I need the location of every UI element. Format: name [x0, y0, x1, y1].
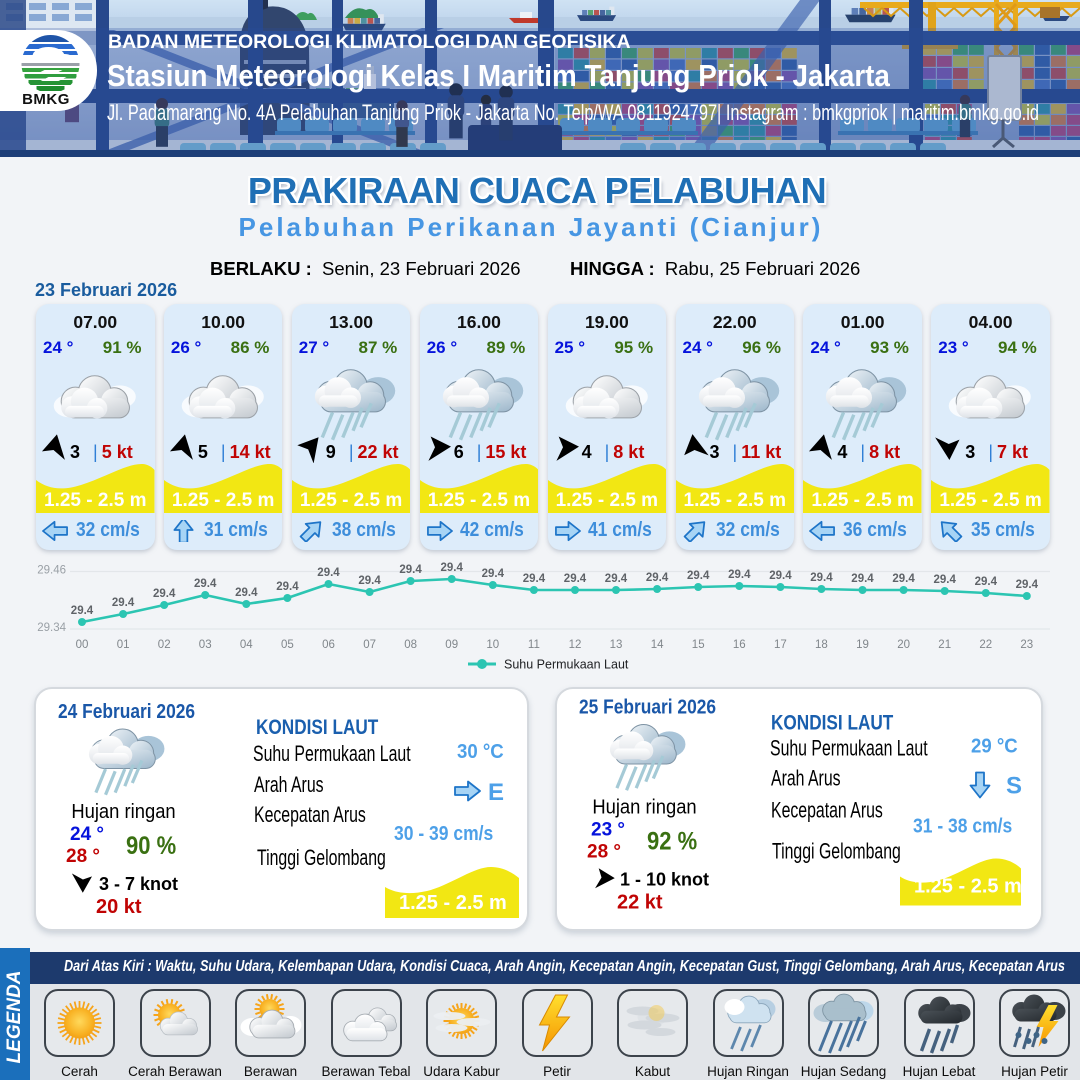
- svg-text:29.4: 29.4: [194, 578, 217, 590]
- svg-text:29.4: 29.4: [523, 573, 546, 585]
- svg-text:13: 13: [610, 639, 623, 651]
- svg-text:29.4: 29.4: [317, 567, 340, 579]
- svg-text:Suhu Permukaan Laut: Suhu Permukaan Laut: [504, 658, 629, 672]
- svg-text:29.4: 29.4: [975, 576, 998, 588]
- svg-text:18: 18: [815, 639, 828, 651]
- svg-text:07: 07: [363, 639, 376, 651]
- svg-text:08: 08: [404, 639, 417, 651]
- svg-text:29.4: 29.4: [810, 572, 833, 584]
- svg-text:29.4: 29.4: [934, 574, 957, 586]
- svg-text:21: 21: [938, 639, 951, 651]
- svg-text:29.4: 29.4: [112, 597, 135, 609]
- svg-text:29.4: 29.4: [605, 573, 628, 585]
- svg-text:29.4: 29.4: [71, 605, 94, 617]
- svg-text:29.4: 29.4: [235, 587, 258, 599]
- svg-text:17: 17: [774, 639, 787, 651]
- svg-text:00: 00: [76, 639, 89, 651]
- svg-text:29.4: 29.4: [358, 575, 381, 587]
- svg-text:29.4: 29.4: [1016, 579, 1039, 591]
- svg-text:BMKG: BMKG: [22, 91, 70, 108]
- svg-text:15: 15: [692, 639, 705, 651]
- svg-text:12: 12: [569, 639, 582, 651]
- svg-text:02: 02: [158, 639, 171, 651]
- svg-text:14: 14: [651, 639, 664, 651]
- svg-text:22: 22: [979, 639, 992, 651]
- svg-text:29.4: 29.4: [687, 570, 710, 582]
- svg-text:01: 01: [117, 639, 130, 651]
- svg-text:05: 05: [281, 639, 294, 651]
- svg-text:04: 04: [240, 639, 253, 651]
- svg-text:19: 19: [856, 639, 869, 651]
- svg-text:29.4: 29.4: [399, 564, 422, 576]
- svg-text:29.34: 29.34: [37, 622, 66, 634]
- svg-text:29.4: 29.4: [851, 573, 874, 585]
- svg-text:11: 11: [528, 639, 540, 651]
- svg-text:16: 16: [733, 639, 746, 651]
- svg-text:03: 03: [199, 639, 212, 651]
- svg-text:20: 20: [897, 639, 910, 651]
- svg-text:29.4: 29.4: [441, 562, 464, 574]
- svg-text:29.46: 29.46: [37, 565, 66, 577]
- svg-text:29.4: 29.4: [728, 569, 751, 581]
- svg-text:23: 23: [1020, 639, 1033, 651]
- svg-text:06: 06: [322, 639, 335, 651]
- svg-text:29.4: 29.4: [276, 581, 299, 593]
- svg-text:10: 10: [486, 639, 499, 651]
- svg-text:29.4: 29.4: [646, 572, 669, 584]
- svg-text:29.4: 29.4: [564, 573, 587, 585]
- svg-text:29.4: 29.4: [892, 573, 915, 585]
- svg-text:29.4: 29.4: [769, 570, 792, 582]
- svg-text:29.4: 29.4: [153, 588, 176, 600]
- svg-text:09: 09: [445, 639, 458, 651]
- svg-text:29.4: 29.4: [482, 568, 505, 580]
